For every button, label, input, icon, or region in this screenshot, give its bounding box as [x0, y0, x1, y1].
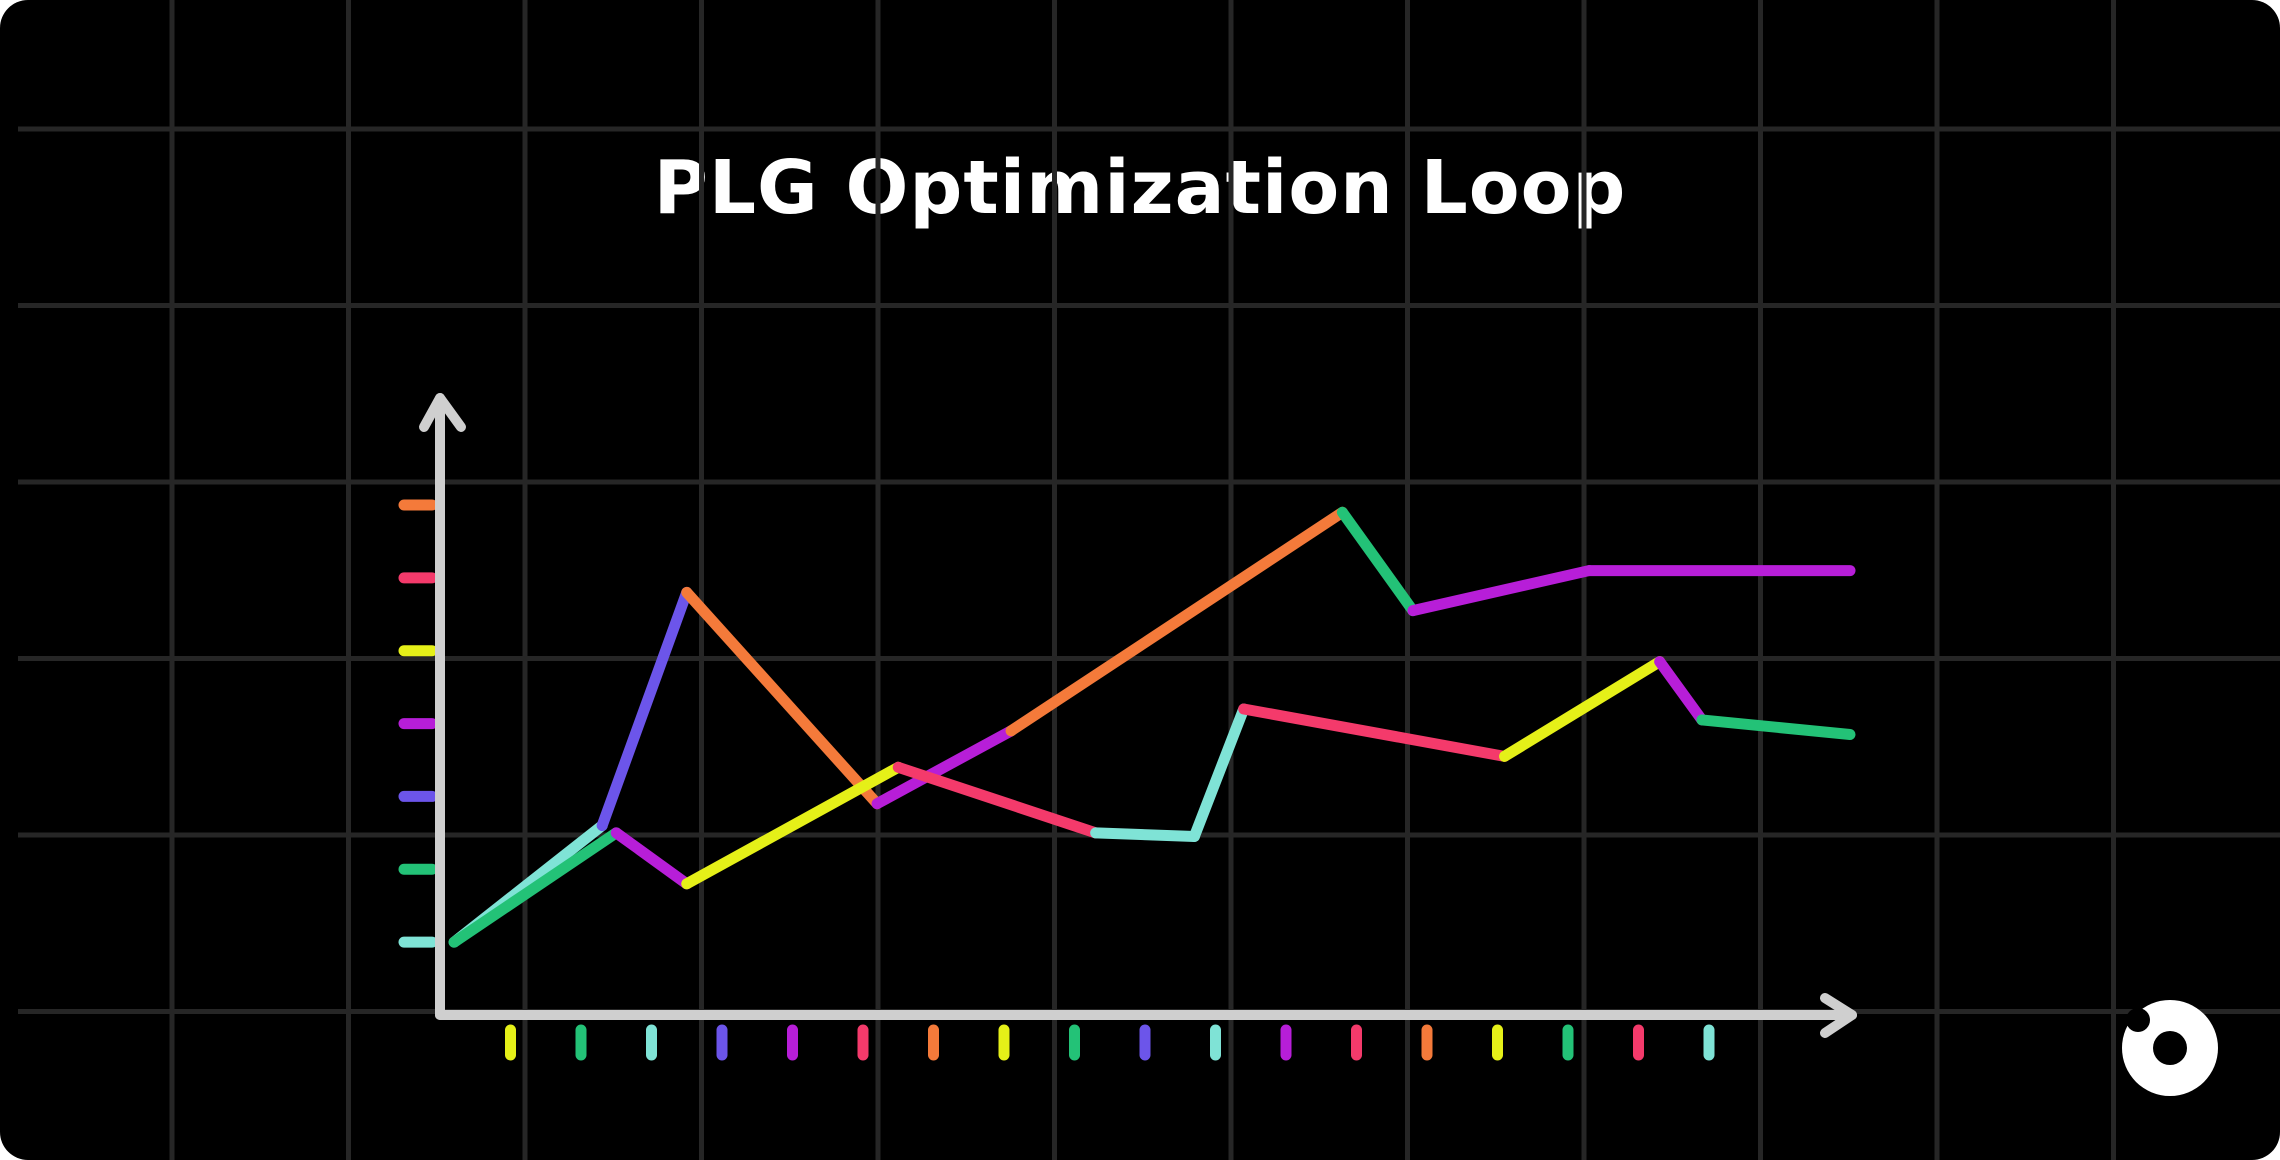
series-2-segment	[1090, 827, 1200, 842]
series-1-segment	[1407, 565, 1595, 617]
series-1-segment	[871, 725, 1017, 810]
y-ticks	[398, 499, 438, 948]
series-2-segment	[1188, 703, 1250, 842]
series-2-segment	[1238, 703, 1511, 762]
series-1-segment	[596, 586, 693, 832]
series-2-segment	[448, 827, 622, 948]
series-2-segment	[681, 761, 904, 890]
series-1-segment	[1336, 506, 1419, 617]
series-1-segment	[681, 586, 883, 810]
x-axis-arrow	[1820, 993, 1857, 1038]
grid-lines	[18, 0, 2280, 1160]
series-2-segment	[610, 827, 693, 890]
x-ticks	[505, 1024, 1715, 1061]
series-2-segment	[1654, 656, 1708, 726]
y-axis-arrow	[419, 393, 466, 432]
series-lines	[448, 506, 1856, 948]
series-2-segment	[892, 761, 1102, 839]
series-1-segment	[1005, 506, 1348, 737]
brand-logo	[2122, 1000, 2218, 1096]
series-2-segment	[1499, 656, 1666, 762]
chart-title: PLG Optimization Loop	[653, 145, 1627, 231]
series-2-segment	[1696, 714, 1856, 740]
axes	[419, 393, 1857, 1038]
